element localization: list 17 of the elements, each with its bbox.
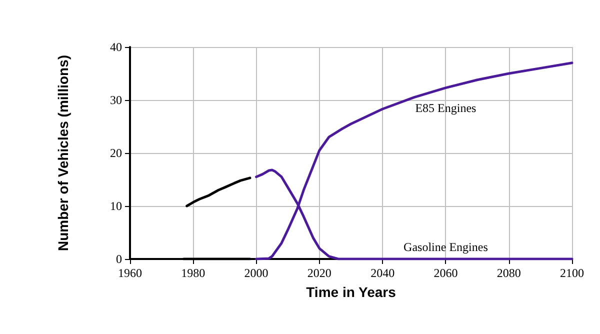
x-tick-label: 2040 — [370, 266, 395, 280]
y-tick-label: 0 — [116, 252, 122, 266]
x-tick-label: 2020 — [307, 266, 332, 280]
series-label: E85 Engines — [415, 100, 477, 115]
x-tick-label: 2000 — [244, 266, 268, 280]
x-tick-label: 1960 — [118, 266, 142, 280]
y-tick-label: 30 — [110, 93, 122, 107]
x-tick-label: 2060 — [434, 266, 458, 280]
x-tick-label: 1980 — [181, 266, 206, 280]
y-tick-label: 20 — [110, 146, 122, 160]
y-axis-title: Number of Vehicles (millions) — [55, 54, 71, 252]
y-tick-label: 40 — [110, 40, 122, 54]
x-tick-label: 2100 — [560, 266, 584, 280]
x-axis-title: Time in Years — [306, 284, 396, 300]
x-tick-label: 2080 — [496, 266, 521, 280]
series-label: Gasoline Engines — [404, 240, 488, 254]
y-tick-label: 10 — [110, 199, 122, 213]
